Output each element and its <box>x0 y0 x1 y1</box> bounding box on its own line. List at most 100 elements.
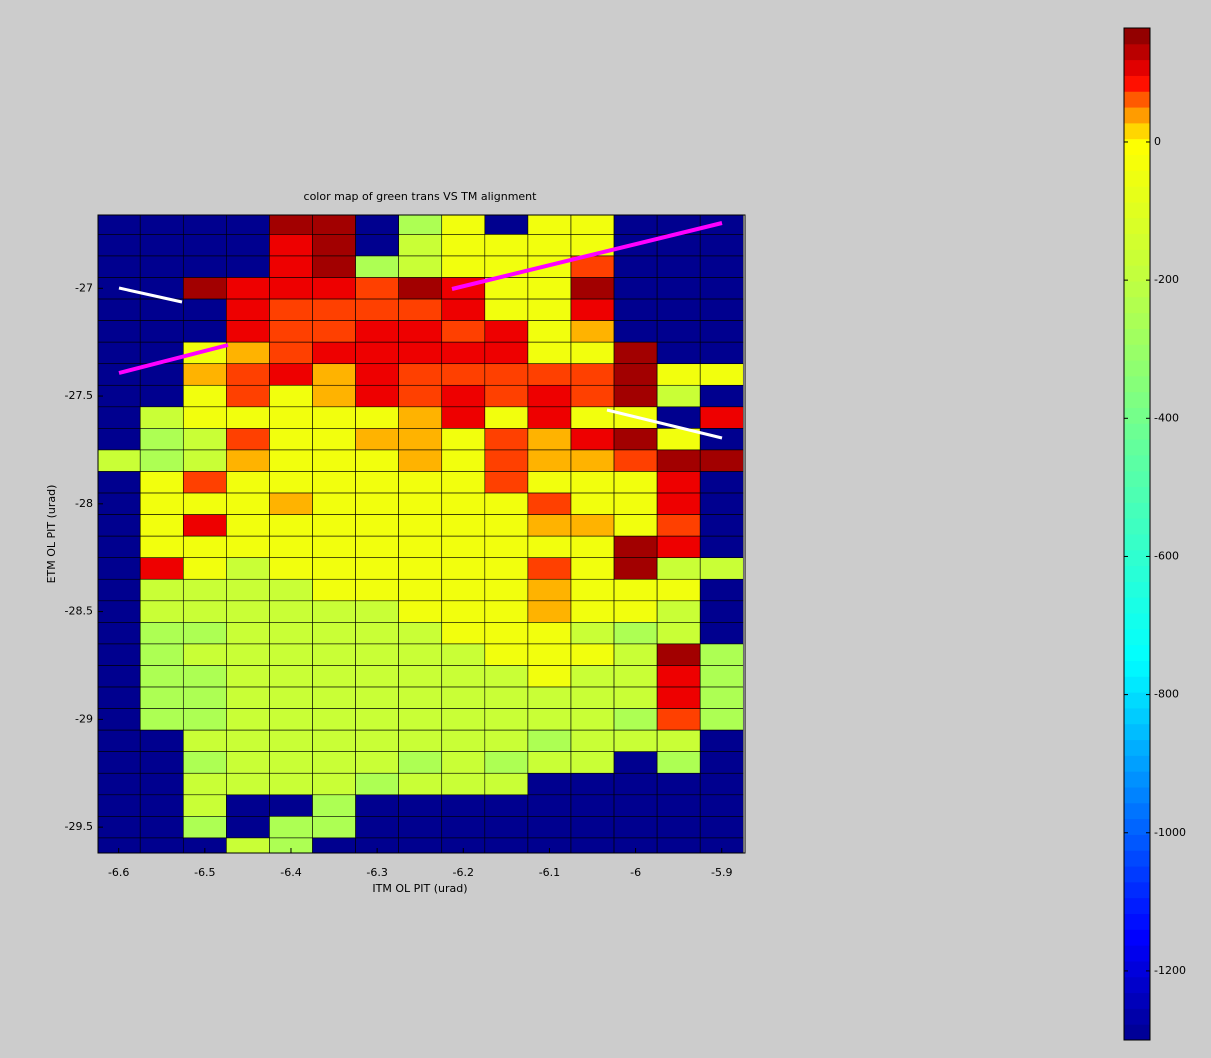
heatmap-cell <box>484 492 529 515</box>
heatmap-cell <box>269 578 313 602</box>
heatmap-cell <box>312 622 356 645</box>
colorbar-swatch <box>1124 217 1150 235</box>
heatmap-cell <box>484 578 529 602</box>
heatmap-cell <box>527 492 572 515</box>
heatmap-cell <box>570 363 615 386</box>
heatmap-cell <box>226 449 270 472</box>
heatmap-cell <box>269 794 313 817</box>
heatmap-cell <box>441 600 486 623</box>
heatmap-cell <box>98 363 141 386</box>
heatmap-cell <box>484 772 529 796</box>
heatmap-cell <box>699 578 744 602</box>
colorbar-swatch <box>1124 692 1150 709</box>
heatmap-cell <box>139 665 184 688</box>
heatmap-cell <box>613 384 658 408</box>
heatmap-cell <box>441 471 486 494</box>
heatmap-cell <box>527 557 572 580</box>
heatmap-cell <box>570 428 615 451</box>
x-axis-label: ITM OL PIT (urad) <box>372 882 467 895</box>
heatmap-cell <box>656 384 701 408</box>
heatmap-cell <box>398 449 443 472</box>
heatmap-cell <box>98 492 141 515</box>
colorbar-swatch <box>1124 486 1150 503</box>
colorbar-frame <box>1123 27 1151 1041</box>
heatmap-cell <box>139 492 184 515</box>
y-tick-label: -27.5 <box>65 389 93 402</box>
heatmap-cell <box>484 557 529 580</box>
heatmap-cell <box>699 535 744 559</box>
heatmap-cell <box>656 471 701 494</box>
heatmap-cell <box>98 600 141 623</box>
x-tick-label: -6.4 <box>280 866 301 879</box>
heatmap-cell <box>699 837 744 853</box>
heatmap-cell <box>269 471 313 494</box>
heatmap-cell <box>98 298 141 321</box>
colorbar-swatch <box>1124 122 1150 140</box>
colorbar-swatch <box>1124 976 1150 994</box>
heatmap-cell <box>98 729 141 752</box>
heatmap-cell <box>484 600 529 623</box>
heatmap-cell <box>484 816 529 839</box>
heatmap-cell <box>312 384 356 408</box>
heatmap-cell <box>98 384 141 408</box>
colorbar-swatch <box>1124 897 1150 914</box>
heatmap-cell <box>484 341 529 365</box>
heatmap-cell <box>570 514 615 537</box>
heatmap-cell <box>570 665 615 688</box>
heatmap-cell <box>527 622 572 645</box>
colorbar-swatch <box>1124 454 1150 472</box>
heatmap-cell <box>312 341 356 365</box>
heatmap-cell <box>656 600 701 623</box>
colorbar-swatch <box>1124 107 1150 124</box>
heatmap-cell <box>570 215 615 235</box>
heatmap-cell <box>570 816 615 839</box>
heatmap-cell <box>226 816 270 839</box>
colorbar-swatch <box>1124 960 1150 978</box>
heatmap-cell <box>656 492 701 515</box>
colorbar-swatch <box>1124 91 1150 108</box>
heatmap-cell <box>98 406 141 429</box>
heatmap-cell <box>441 772 486 796</box>
heatmap-cell <box>355 234 399 257</box>
y-tick-label: -28 <box>75 497 93 510</box>
heatmap-cell <box>139 234 184 257</box>
x-tick-label: -6.2 <box>453 866 474 879</box>
heatmap-cell <box>139 428 184 451</box>
heatmap-cell <box>656 535 701 559</box>
heatmap-cell <box>656 772 701 796</box>
heatmap-cell <box>182 816 227 839</box>
heatmap-cell <box>441 557 486 580</box>
heatmap-cell <box>699 665 744 688</box>
heatmap-cell <box>269 215 313 235</box>
heatmap-cell <box>226 406 270 429</box>
heatmap-cell <box>312 449 356 472</box>
heatmap-cell <box>484 665 529 688</box>
heatmap-cell <box>226 341 270 365</box>
colorbar-swatch <box>1124 613 1150 630</box>
heatmap-cell <box>441 665 486 688</box>
heatmap-cell <box>226 622 270 645</box>
heatmap-cell <box>570 557 615 580</box>
heatmap-cell <box>613 772 658 796</box>
heatmap-cell <box>613 255 658 278</box>
y-tick-label: -27 <box>75 281 93 294</box>
colorbar-tick-label: -800 <box>1154 688 1179 701</box>
colorbar-swatch <box>1124 581 1150 598</box>
heatmap-cell <box>484 751 529 774</box>
heatmap-cell <box>613 363 658 386</box>
heatmap-cell <box>139 643 184 666</box>
heatmap-cell <box>182 277 227 300</box>
heatmap-cell <box>312 320 356 343</box>
heatmap-cell <box>355 708 399 731</box>
colorbar-tick-label: -1000 <box>1154 826 1186 839</box>
colorbar-swatch <box>1124 249 1150 266</box>
heatmap-cell <box>226 320 270 343</box>
heatmap-cell <box>355 729 399 752</box>
heatmap-cell <box>613 600 658 623</box>
heatmap-cell <box>139 816 184 839</box>
colorbar-swatch <box>1124 439 1150 456</box>
heatmap-cell <box>699 492 744 515</box>
heatmap-cell <box>441 428 486 451</box>
heatmap-cell <box>98 643 141 666</box>
colorbar-swatch <box>1124 391 1150 408</box>
